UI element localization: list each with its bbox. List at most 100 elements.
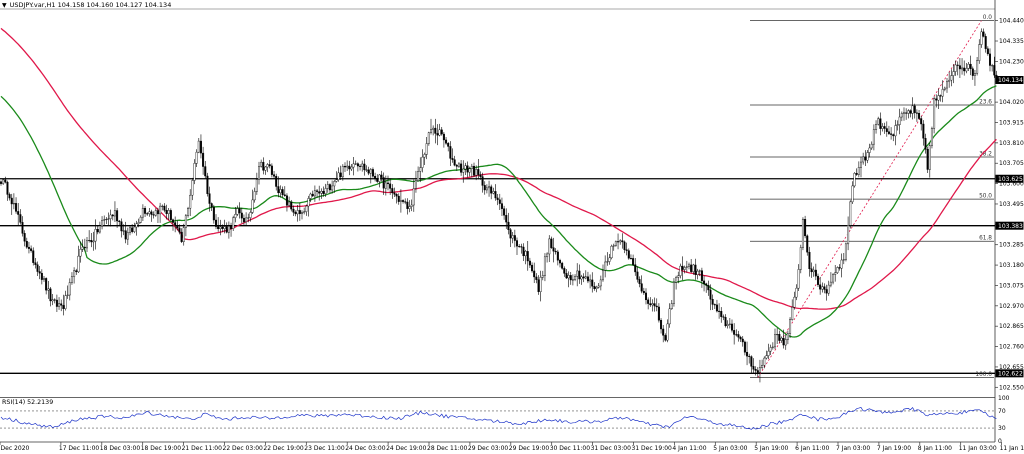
candle-body bbox=[150, 211, 153, 215]
candle-body bbox=[924, 138, 927, 150]
candle-body bbox=[958, 65, 961, 70]
candle-body bbox=[883, 126, 886, 129]
ma-slow-line[interactable] bbox=[0, 27, 997, 310]
candle-body bbox=[881, 126, 884, 129]
candle-body bbox=[776, 334, 779, 336]
candle-body bbox=[498, 199, 501, 204]
candle-body bbox=[199, 140, 202, 154]
candle-body bbox=[647, 299, 650, 304]
candle-body bbox=[128, 227, 131, 233]
time-axis-label: 28 Dec 11:00 bbox=[427, 445, 468, 452]
candle-body bbox=[313, 190, 316, 197]
candle-body bbox=[180, 231, 183, 242]
candle-body bbox=[352, 163, 355, 168]
candle-body bbox=[810, 268, 813, 273]
candle-body bbox=[518, 245, 521, 247]
candle-body bbox=[700, 270, 703, 282]
candle-body bbox=[473, 165, 476, 176]
candle-body bbox=[247, 217, 250, 219]
price-axis-label: 104.230 bbox=[999, 58, 1024, 65]
candle-body bbox=[468, 168, 471, 173]
candle-body bbox=[8, 194, 11, 199]
candle-body bbox=[279, 189, 282, 194]
candle-body bbox=[578, 270, 581, 280]
candle-body bbox=[614, 241, 617, 246]
candle-body bbox=[135, 223, 138, 228]
candle-body bbox=[427, 132, 430, 144]
candle-body bbox=[737, 334, 740, 338]
candle-body bbox=[184, 215, 187, 228]
candle-body bbox=[619, 240, 622, 243]
candle-body bbox=[541, 275, 544, 278]
candle-body bbox=[986, 48, 989, 55]
candle-body bbox=[993, 65, 996, 76]
candle-body bbox=[432, 127, 435, 130]
dropdown-arrow-icon[interactable]: ▼ bbox=[2, 2, 7, 9]
candle-body bbox=[214, 219, 217, 227]
candle-body bbox=[838, 267, 841, 269]
candle-body bbox=[657, 306, 660, 321]
rsi-scale-label: 0 bbox=[998, 438, 1002, 445]
candle-body bbox=[685, 266, 688, 268]
candle-body bbox=[189, 194, 192, 209]
candle-body bbox=[565, 273, 568, 279]
candle-body bbox=[376, 178, 379, 182]
candle-body bbox=[88, 240, 91, 242]
candle-body bbox=[258, 166, 261, 180]
candle-body bbox=[436, 133, 439, 136]
candle-body bbox=[896, 124, 899, 126]
candle-body bbox=[17, 211, 20, 215]
candle-body bbox=[954, 64, 957, 72]
candle-body bbox=[563, 268, 566, 274]
candle-body bbox=[316, 190, 319, 192]
candle-body bbox=[864, 156, 867, 161]
candle-body bbox=[193, 163, 196, 181]
candle-body bbox=[623, 241, 626, 250]
candle-body bbox=[202, 152, 205, 167]
candle-body bbox=[683, 267, 686, 270]
candle-body bbox=[146, 213, 149, 215]
ma-fast-line[interactable] bbox=[0, 85, 997, 338]
candle-body bbox=[122, 230, 125, 232]
candle-body bbox=[322, 191, 325, 194]
candle-body bbox=[771, 346, 774, 348]
time-axis-label: 4 Jan 11:00 bbox=[672, 445, 706, 452]
candle-body bbox=[318, 191, 321, 194]
time-axis-label: 11 Jan 19:00 bbox=[1000, 445, 1024, 452]
candle-body bbox=[40, 272, 43, 280]
rsi-line[interactable] bbox=[0, 406, 997, 430]
price-axis-label: 104.440 bbox=[999, 18, 1024, 25]
candle-body bbox=[255, 179, 258, 192]
candle-body bbox=[688, 264, 691, 267]
candle-body bbox=[829, 281, 832, 286]
candle-body bbox=[103, 219, 106, 221]
candle-body bbox=[481, 176, 484, 186]
candle-body bbox=[434, 127, 437, 134]
time-axis-label: 29 Dec 19:00 bbox=[509, 445, 550, 452]
candle-body bbox=[887, 131, 890, 134]
candle-body bbox=[971, 68, 974, 76]
candle-body bbox=[490, 186, 493, 194]
price-axis-label: 103.705 bbox=[999, 160, 1024, 167]
price-axis-label: 102.760 bbox=[999, 344, 1024, 351]
candle-body bbox=[918, 112, 921, 119]
candle-body bbox=[505, 215, 508, 223]
candle-body bbox=[277, 186, 280, 194]
candle-body bbox=[335, 179, 338, 182]
candle-body bbox=[804, 219, 807, 237]
candle-body bbox=[260, 161, 263, 167]
candle-body bbox=[814, 269, 817, 277]
candle-body bbox=[23, 233, 26, 242]
candle-body bbox=[10, 197, 13, 205]
candle-body bbox=[204, 166, 207, 177]
candle-body bbox=[892, 134, 895, 137]
candle-body bbox=[238, 208, 241, 214]
candle-body bbox=[68, 282, 71, 296]
candle-body bbox=[973, 72, 976, 76]
candle-body bbox=[567, 275, 570, 279]
candle-body bbox=[440, 129, 443, 135]
candle-body bbox=[748, 355, 751, 357]
candle-body bbox=[911, 105, 914, 114]
candle-body bbox=[769, 347, 772, 352]
